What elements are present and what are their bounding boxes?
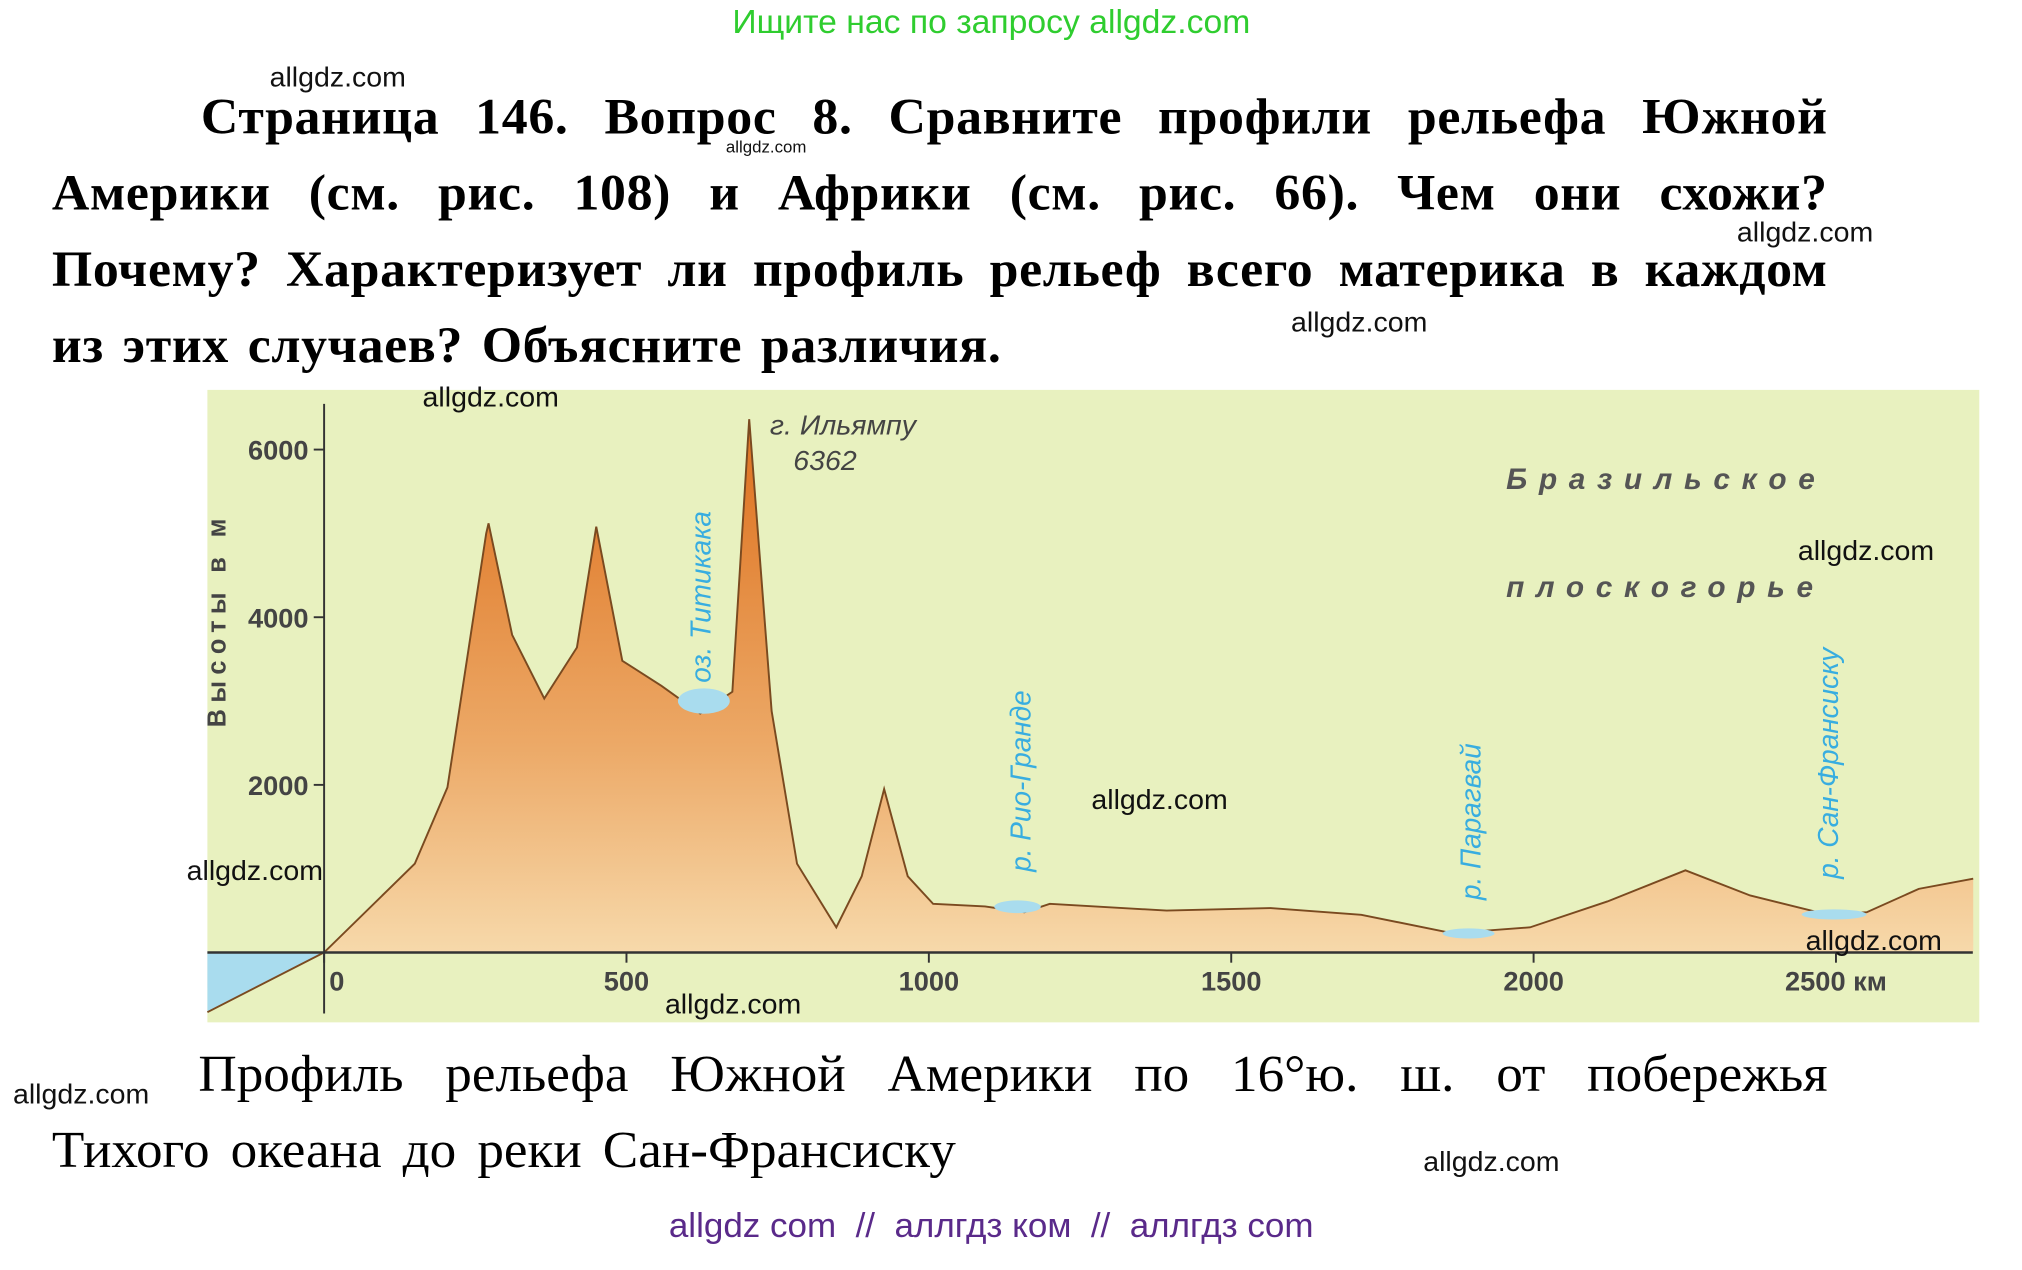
region-label: плоскогорье: [1506, 571, 1825, 604]
peak-name: г. Ильямпу: [770, 409, 918, 441]
river: [1801, 909, 1867, 920]
banner: Ищите нас по запросу allgdz.com: [732, 2, 1251, 41]
watermark: allgdz.com: [664, 988, 802, 1020]
figure-caption: Профиль рельефа Южной Америки по 16°ю. ш…: [51, 1043, 1828, 1179]
watermark: allgdz.com: [1423, 1145, 1560, 1178]
question: Страница 146. Вопрос 8. Сравните профили…: [51, 87, 1828, 374]
watermark: allgdz.com: [12, 1078, 150, 1110]
watermark: allgdz.com: [1736, 215, 1874, 248]
watermark: allgdz.com: [186, 854, 323, 887]
river-label: р. Сан-Франсиску: [1812, 646, 1844, 880]
y-axis-label: Высоты в м: [203, 512, 231, 727]
x-tick-label: 2000: [1503, 967, 1564, 997]
peak-elevation: 6362: [793, 444, 857, 476]
x-tick-label: 500: [604, 967, 649, 997]
region-label: Бразильское: [1506, 463, 1826, 496]
river: [994, 900, 1041, 914]
lake-label: оз. Титикака: [684, 511, 716, 683]
lake: [677, 688, 730, 714]
watermark: allgdz.com: [1797, 534, 1935, 567]
watermark: allgdz.com: [725, 137, 807, 157]
x-tick-label: 1500: [1201, 967, 1262, 997]
x-tick-label: 2500 км: [1785, 967, 1887, 997]
watermark: allgdz.com: [1805, 924, 1942, 957]
watermark: allgdz.com: [1291, 306, 1428, 338]
watermark: allgdz.com: [1091, 783, 1228, 816]
x-tick-label: 1000: [899, 967, 960, 997]
watermark: allgdz.com: [269, 60, 406, 93]
footer-links: allgdz com // аллгдз ком // аллгдз com: [668, 1206, 1314, 1245]
river-label: р. Парагвай: [1454, 743, 1486, 901]
y-tick-label: 2000: [248, 771, 309, 801]
river: [1442, 928, 1495, 939]
relief-area: [207, 419, 1974, 1013]
relief-profile: [206, 419, 1974, 1014]
y-tick-label: 4000: [248, 604, 309, 634]
river-label: р. Рио-Гранде: [1004, 690, 1036, 872]
watermark: allgdz.com: [422, 381, 559, 413]
y-tick-label: 6000: [248, 436, 309, 466]
x-tick-label: 0: [329, 967, 344, 997]
